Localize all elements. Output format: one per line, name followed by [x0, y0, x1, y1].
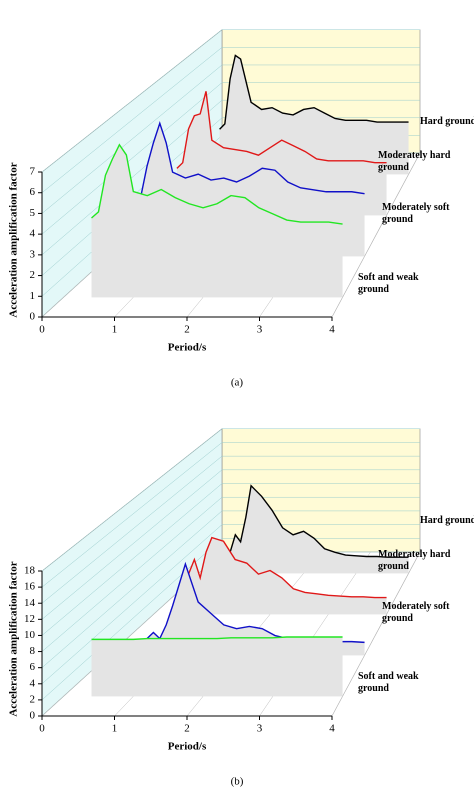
series-label: Soft and weak ground — [358, 272, 419, 295]
series-label: Moderately hard ground — [378, 150, 451, 173]
series-label: Moderately soft ground — [382, 601, 450, 624]
grid-line — [41, 469, 420, 620]
y-tick-label: 6 — [30, 186, 36, 198]
y-tick-label: 1 — [30, 290, 36, 302]
y-tick-label: 0 — [30, 311, 36, 323]
series-label: Hard ground — [420, 515, 474, 526]
grid-line — [41, 455, 420, 604]
y-tick-label: 2 — [30, 693, 36, 705]
y-tick-label: 6 — [30, 661, 36, 673]
grid-line — [41, 483, 420, 636]
series-area — [134, 564, 365, 656]
grid-line — [41, 64, 420, 214]
x-tick-label: 1 — [112, 723, 118, 735]
series-line — [91, 636, 343, 641]
y-tick-label: 8 — [30, 645, 36, 657]
series-label: Moderately hard ground — [378, 549, 451, 572]
y-tick-label: 12 — [24, 613, 35, 625]
y-tick-label: 10 — [24, 629, 36, 641]
x-tick-label: 3 — [257, 324, 263, 336]
y-tick-label: 3 — [30, 248, 36, 260]
grid-line — [41, 510, 420, 668]
floor-grid-line — [331, 152, 421, 318]
y-tick-label: 18 — [24, 565, 36, 577]
y-tick-label: 4 — [30, 677, 36, 689]
series-label: Hard ground — [420, 116, 474, 127]
y-tick-label: 4 — [30, 228, 36, 240]
series-line — [219, 484, 409, 564]
grid-line — [41, 29, 420, 173]
series-line — [91, 143, 343, 225]
y-axis-label: Acceleration amplification factor — [8, 162, 20, 317]
series-area — [91, 144, 343, 298]
grid-line — [41, 428, 420, 572]
caption: (b) — [231, 776, 244, 788]
x-tick-label: 0 — [39, 324, 45, 336]
x-tick-label: 2 — [184, 324, 190, 336]
y-tick-label: 2 — [30, 269, 36, 281]
y-axis-label: Acceleration amplification factor — [8, 561, 20, 716]
x-tick-label: 0 — [39, 723, 45, 735]
floor-grid-line — [331, 551, 421, 717]
grid-line — [41, 524, 420, 684]
y-tick-label: 0 — [30, 710, 36, 722]
x-tick-label: 4 — [329, 324, 335, 336]
series-line — [219, 54, 409, 130]
x-tick-label: 4 — [329, 723, 335, 735]
x-axis-label: Period/s — [168, 342, 207, 354]
grid-line — [41, 496, 420, 652]
y-tick-label: 5 — [30, 207, 36, 219]
grid-line — [41, 442, 420, 588]
series-line — [133, 121, 365, 205]
x-tick-label: 1 — [112, 324, 118, 336]
grid-line — [41, 82, 420, 235]
series-area — [219, 485, 409, 574]
x-tick-label: 2 — [184, 723, 190, 735]
series-label: Moderately soft ground — [382, 202, 450, 225]
grid-line — [41, 47, 420, 193]
y-tick-label: 14 — [24, 597, 36, 609]
series-line — [176, 536, 387, 601]
caption: (a) — [231, 377, 244, 389]
y-tick-label: 16 — [24, 581, 36, 593]
x-axis-label: Period/s — [168, 741, 207, 753]
series-line — [176, 91, 387, 169]
series-label: Soft and weak ground — [358, 671, 419, 694]
series-area — [219, 55, 409, 175]
series-area — [176, 537, 387, 615]
series-area — [91, 636, 343, 697]
x-tick-label: 3 — [257, 723, 263, 735]
y-tick-label: 7 — [30, 166, 36, 178]
